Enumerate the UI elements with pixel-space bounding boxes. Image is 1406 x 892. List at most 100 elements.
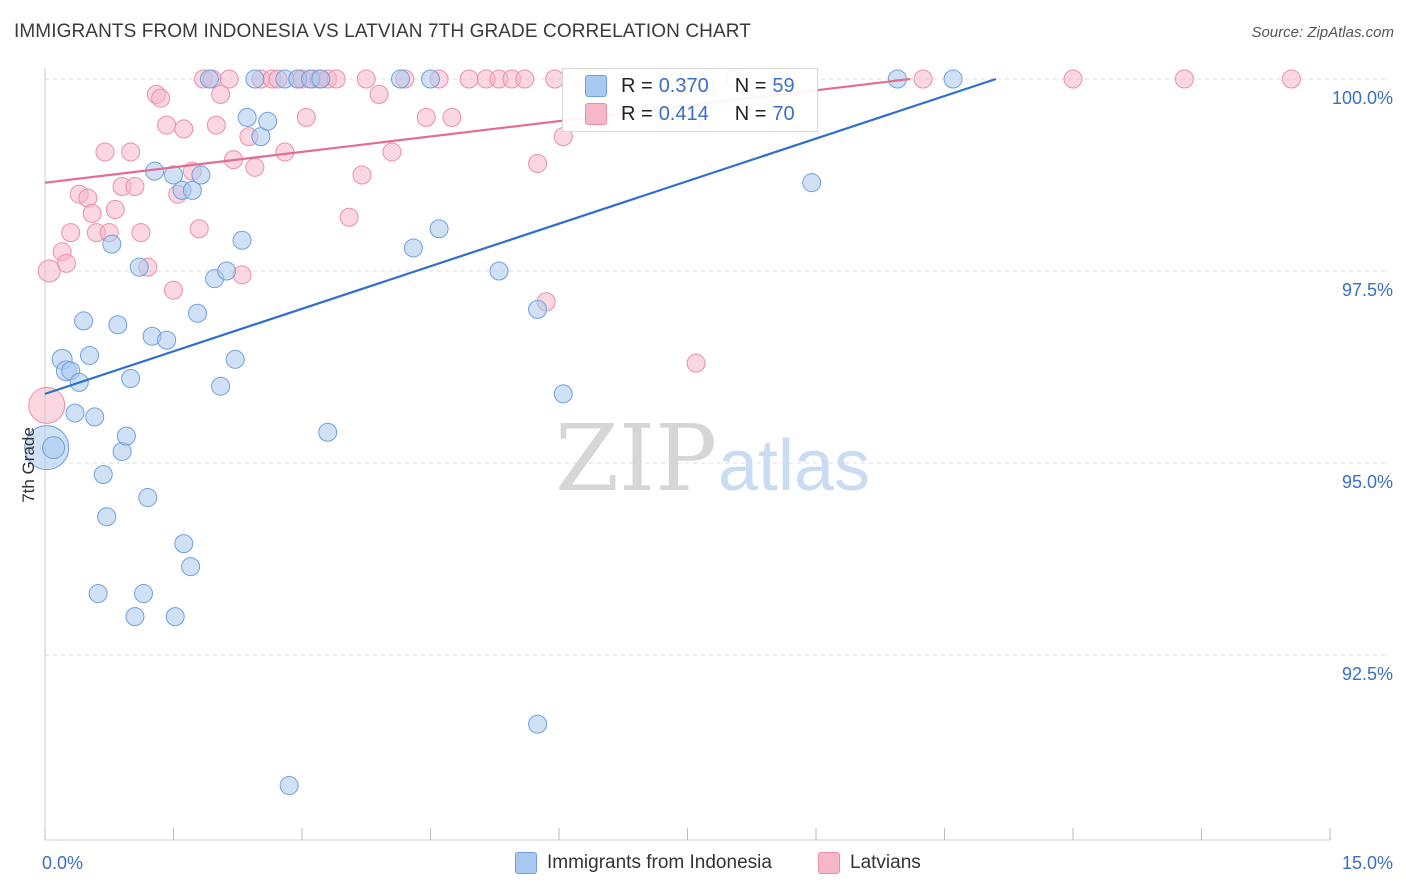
legend-label-indonesia: Immigrants from Indonesia	[547, 852, 772, 873]
point-latvians	[245, 157, 265, 177]
legend-row-indonesia: R = 0.370 N = 59	[585, 73, 795, 99]
point-latvians	[352, 165, 372, 185]
point-latvians	[382, 142, 402, 162]
point-indonesia	[528, 714, 548, 734]
point-indonesia	[134, 584, 154, 604]
y-tick-labels: 100.0% 97.5% 95.0% 92.5%	[1332, 88, 1393, 684]
point-latvians	[61, 223, 81, 243]
trend-line-indonesia	[44, 77, 997, 395]
point-indonesia	[232, 230, 252, 250]
watermark-atlas: atlas	[718, 426, 870, 506]
point-indonesia	[279, 776, 299, 796]
point-latvians	[28, 386, 66, 424]
legend-swatch-pink	[585, 103, 607, 125]
point-latvians	[211, 84, 231, 104]
point-indonesia	[121, 369, 141, 389]
point-indonesia	[181, 557, 201, 577]
legend-label-latvians: Latvians	[850, 852, 921, 873]
point-latvians	[442, 107, 462, 127]
point-latvians	[151, 88, 171, 108]
point-latvians	[189, 219, 209, 239]
point-latvians	[56, 253, 76, 273]
point-indonesia	[85, 407, 105, 427]
point-latvians	[369, 84, 389, 104]
point-indonesia	[129, 257, 149, 277]
point-indonesia	[80, 345, 100, 365]
point-latvians	[515, 69, 535, 89]
point-indonesia	[199, 69, 219, 89]
point-latvians	[416, 107, 436, 127]
y-axis-label: 7th Grade	[19, 427, 38, 503]
point-indonesia	[182, 180, 202, 200]
point-indonesia	[211, 376, 231, 396]
point-indonesia	[191, 165, 211, 185]
point-indonesia	[93, 465, 113, 485]
point-indonesia	[489, 261, 509, 281]
point-latvians	[1281, 69, 1301, 89]
point-latvians	[157, 115, 177, 135]
point-indonesia	[237, 107, 257, 127]
y-tick-label: 92.5%	[1342, 664, 1393, 684]
source-label: Source: ZipAtlas.com	[1251, 24, 1394, 41]
point-indonesia	[157, 330, 177, 350]
y-tick-label: 95.0%	[1342, 472, 1393, 492]
y-tick-label: 100.0%	[1332, 88, 1393, 108]
point-indonesia	[318, 422, 338, 442]
legend-r-value: 0.414	[658, 102, 709, 125]
point-indonesia	[421, 69, 440, 89]
point-indonesia	[258, 111, 278, 131]
point-indonesia	[217, 261, 237, 281]
data-points	[24, 69, 1301, 796]
x-tick-label: 15.0%	[1342, 853, 1393, 873]
point-indonesia	[403, 238, 423, 258]
point-latvians	[459, 69, 479, 89]
point-indonesia	[187, 303, 207, 323]
point-indonesia	[391, 69, 411, 89]
point-indonesia	[802, 173, 822, 193]
legend-swatch-blue	[515, 852, 537, 874]
x-tick-label: 0.0%	[42, 853, 83, 873]
point-indonesia	[165, 607, 185, 627]
legend-r-label: R =	[621, 74, 653, 97]
point-indonesia	[138, 488, 158, 508]
stats-legend: R = 0.370 N = 59 R = 0.414 N = 70	[562, 68, 818, 132]
point-indonesia	[116, 426, 136, 446]
x-tick-labels: 0.0% 15.0%	[42, 853, 1393, 873]
point-indonesia	[42, 436, 66, 460]
point-indonesia	[164, 165, 183, 185]
legend-row-latvians: R = 0.414 N = 70	[585, 101, 795, 127]
point-latvians	[125, 177, 145, 197]
y-tick-label: 97.5%	[1342, 280, 1393, 300]
point-indonesia	[108, 315, 128, 335]
legend-r-value: 0.370	[658, 74, 709, 97]
point-latvians	[164, 280, 183, 300]
point-indonesia	[74, 311, 94, 331]
point-latvians	[37, 259, 61, 283]
point-latvians	[206, 115, 226, 135]
legend-swatch-blue	[585, 75, 607, 97]
point-indonesia	[943, 69, 963, 89]
point-latvians	[356, 69, 376, 89]
point-indonesia	[528, 299, 548, 319]
legend-n-value: 70	[772, 102, 795, 125]
point-latvians	[105, 200, 125, 220]
point-indonesia	[553, 384, 573, 404]
point-latvians	[1174, 69, 1194, 89]
bottom-legend-indonesia[interactable]: Immigrants from Indonesia	[515, 852, 772, 874]
point-latvians	[174, 119, 194, 139]
point-indonesia	[225, 349, 245, 369]
bottom-legend-latvians[interactable]: Latvians	[818, 852, 921, 874]
point-latvians	[296, 107, 316, 127]
point-latvians	[1063, 69, 1083, 89]
point-indonesia	[88, 584, 108, 604]
point-latvians	[275, 142, 295, 162]
point-latvians	[219, 69, 239, 89]
legend-swatch-pink	[818, 852, 840, 874]
point-latvians	[913, 69, 933, 89]
chart-title: IMMIGRANTS FROM INDONESIA VS LATVIAN 7TH…	[14, 21, 751, 42]
point-latvians	[686, 353, 706, 373]
point-indonesia	[65, 403, 85, 423]
legend-n-value: 59	[772, 74, 795, 97]
point-latvians	[82, 203, 102, 223]
